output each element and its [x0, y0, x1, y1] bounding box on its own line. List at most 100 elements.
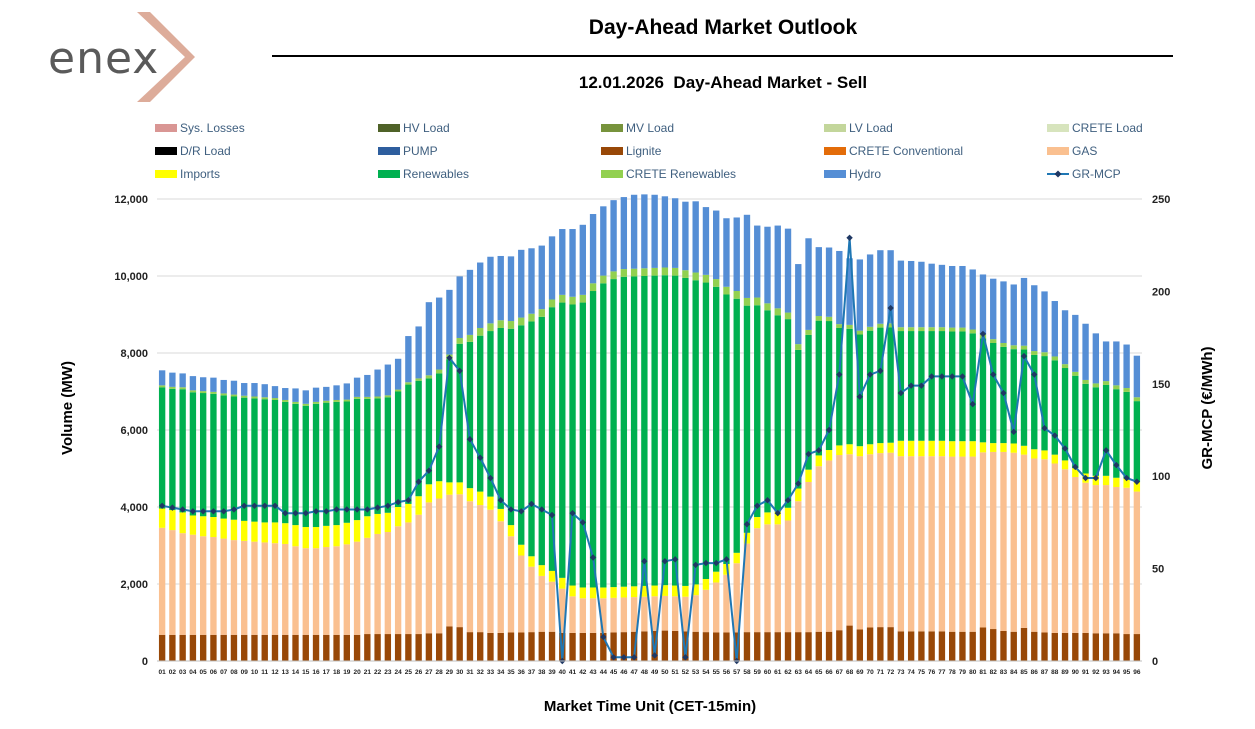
x-tick-label: 94: [1113, 669, 1121, 676]
x-tick-label: 96: [1133, 669, 1141, 676]
bar-crete-renewables: [784, 312, 792, 320]
bar-renewables: [384, 397, 392, 513]
legend-label: GAS: [1072, 144, 1097, 158]
bar-hydro: [497, 255, 504, 321]
bar-imports: [210, 517, 217, 538]
bar-crete-renewables: [241, 395, 248, 398]
x-tick-label: 03: [179, 669, 187, 676]
bar-crete-renewables: [1061, 364, 1069, 369]
bar-crete-renewables: [405, 382, 412, 385]
bar-hydro: [528, 248, 535, 314]
bar-gas: [343, 544, 350, 635]
bar-gas: [959, 456, 966, 632]
bar-lignite: [210, 634, 217, 661]
gr-mcp-point: [1072, 463, 1079, 471]
legend-label: CRETE Conventional: [849, 144, 963, 158]
x-tick-label: 82: [990, 669, 998, 676]
bar-hydro: [1010, 284, 1017, 346]
bar-gas: [866, 454, 874, 628]
bar-renewables: [733, 298, 740, 553]
bar-lignite: [569, 632, 576, 661]
x-tick-label: 36: [518, 669, 526, 676]
bar-lignite: [169, 634, 176, 661]
bar-lignite: [1113, 633, 1120, 661]
x-tick-label: 41: [569, 669, 577, 676]
x-tick-label: 61: [774, 669, 782, 676]
bar-lignite: [979, 627, 987, 661]
bar-hydro: [559, 229, 566, 295]
bar-renewables: [1051, 360, 1058, 455]
bar-crete-renewables: [600, 275, 607, 284]
bar-gas: [641, 596, 648, 632]
bar-lignite: [333, 634, 340, 661]
gr-mcp-point: [661, 558, 669, 565]
x-tick-label: 85: [1020, 669, 1028, 676]
bar-renewables: [1092, 387, 1100, 476]
bar-imports: [1061, 460, 1069, 470]
bar-hydro: [374, 369, 381, 397]
gr-mcp-point: [712, 559, 720, 567]
bar-renewables: [487, 331, 494, 497]
legend-label: CRETE Load: [1072, 121, 1143, 135]
bar-renewables: [282, 401, 289, 524]
bar-renewables: [456, 343, 463, 483]
bar-lignite: [1092, 633, 1100, 661]
bar-imports: [323, 525, 330, 548]
y2-tick-label: 200: [1152, 286, 1170, 298]
bar-lignite: [630, 631, 638, 661]
bar-lignite: [1051, 632, 1058, 661]
x-tick-label: 54: [702, 669, 710, 676]
chart-line-series: [158, 234, 1141, 665]
bar-hydro: [158, 370, 166, 386]
y2-axis-title: GR-MCP (€/MWh): [1199, 346, 1216, 469]
x-tick-label: 71: [877, 669, 885, 676]
bar-renewables: [425, 378, 433, 485]
bar-imports: [497, 508, 504, 522]
x-tick-label: 14: [292, 669, 300, 676]
bar-gas: [548, 581, 556, 632]
bar-gas: [271, 543, 279, 635]
bar-hydro: [548, 236, 556, 300]
gr-mcp-point: [199, 508, 207, 515]
bar-renewables: [364, 398, 371, 517]
y-tick-label: 10,000: [114, 271, 148, 283]
bar-renewables: [1133, 401, 1141, 482]
bar-hydro: [795, 264, 802, 345]
x-tick-label: 72: [887, 669, 895, 676]
x-tick-label: 19: [343, 669, 351, 676]
bar-crete-renewables: [189, 390, 197, 393]
gr-mcp-point: [456, 367, 463, 375]
bar-renewables: [928, 331, 935, 441]
gr-mcp-point: [948, 373, 956, 380]
bar-renewables: [312, 403, 320, 528]
x-tick-label: 67: [836, 669, 844, 676]
bar-renewables: [1031, 354, 1038, 450]
gr-mcp-point: [651, 652, 658, 659]
bar-hydro: [887, 250, 894, 324]
bar-lignite: [364, 634, 371, 661]
bar-gas: [477, 505, 484, 633]
bar-crete-renewables: [1051, 356, 1058, 361]
bar-lignite: [600, 632, 607, 661]
bar-lignite: [651, 630, 658, 661]
bar-crete-renewables: [1010, 345, 1017, 350]
bar-imports: [179, 512, 186, 534]
bar-crete-renewables: [353, 396, 361, 399]
bar-gas: [815, 466, 822, 632]
bar-lignite: [230, 634, 238, 661]
bar-lignite: [220, 634, 227, 661]
gr-mcp-point: [805, 450, 812, 458]
bar-lignite: [312, 634, 320, 661]
bar-renewables: [477, 335, 484, 492]
bar-hydro: [1031, 285, 1038, 352]
bar-crete-renewables: [528, 313, 535, 322]
x-tick-label: 09: [241, 669, 249, 676]
bar-renewables: [671, 275, 679, 586]
bar-imports: [241, 520, 248, 541]
bar-hydro: [210, 377, 217, 392]
bar-crete-renewables: [374, 396, 381, 399]
bar-renewables: [1072, 375, 1079, 469]
bar-gas: [1061, 469, 1069, 633]
x-tick-label: 83: [1000, 669, 1008, 676]
